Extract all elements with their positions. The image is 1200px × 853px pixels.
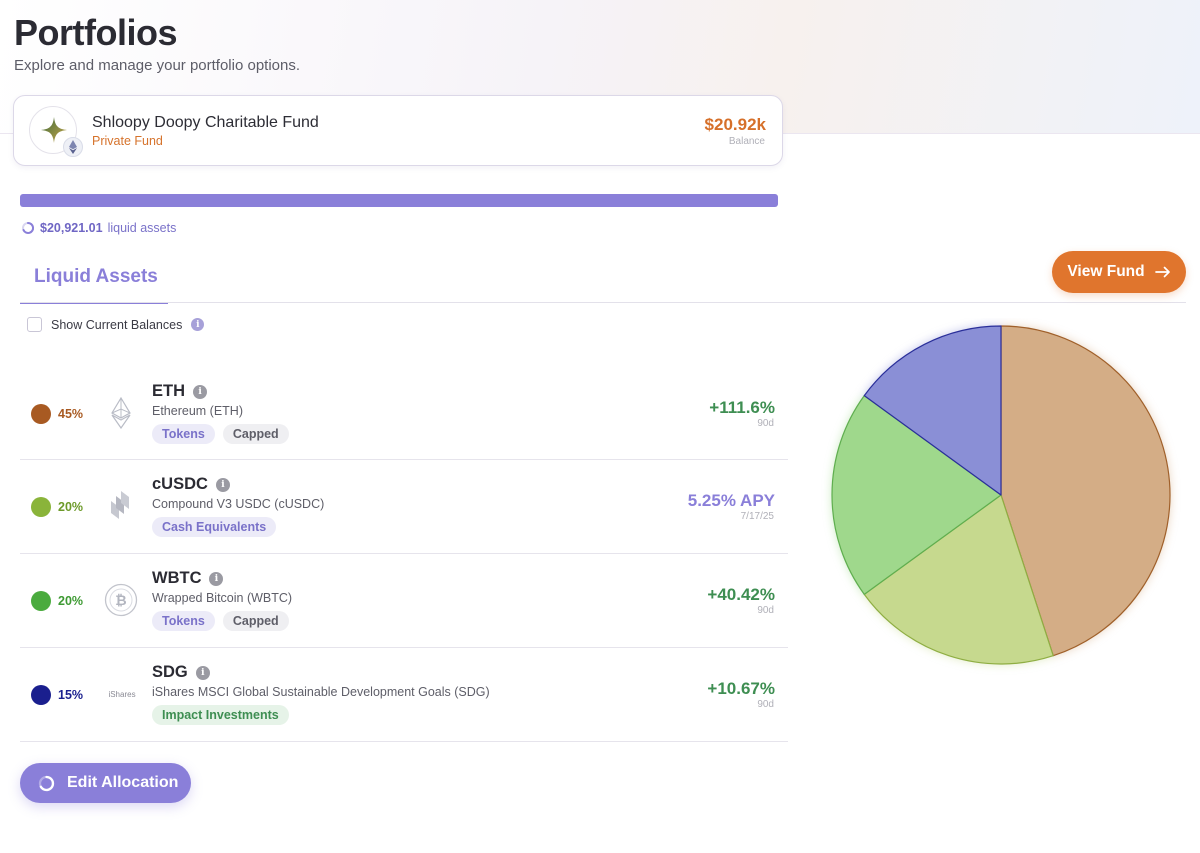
asset-symbol-text: ETH — [152, 382, 185, 400]
asset-performance: +40.42% — [707, 585, 775, 604]
compound-icon — [104, 489, 138, 523]
asset-performance-period: 90d — [757, 699, 774, 710]
allocation-dot — [31, 404, 51, 424]
bitcoin-icon: ₿ — [104, 583, 138, 617]
svg-text:₿: ₿ — [115, 593, 126, 609]
tag-cash-equivalents: Cash Equivalents — [152, 517, 277, 537]
asset-symbol-text: WBTC — [152, 569, 202, 587]
ishares-logo-text: iShares — [108, 689, 136, 699]
asset-symbol-text: SDG — [152, 663, 188, 681]
liquid-suffix: liquid assets — [107, 221, 177, 235]
asset-performance: +10.67% — [707, 679, 775, 698]
asset-row-wbtc[interactable]: 20% ₿ WBTC i Wrapped Bitcoin (WBTC) Toke… — [20, 554, 788, 648]
asset-name: Ethereum (ETH) — [152, 404, 243, 418]
tag-tokens: Tokens — [152, 424, 215, 444]
fund-name: Shloopy Doopy Charitable Fund — [92, 114, 319, 131]
pie-slice-eth[interactable] — [1000, 325, 1171, 657]
ethereum-badge-icon — [63, 137, 83, 157]
show-balances-label: Show Current Balances — [51, 317, 183, 332]
liquid-assets-summary: $20,921.01 liquid assets — [21, 221, 176, 235]
asset-tags: Tokens Capped — [152, 424, 289, 444]
tag-impact-investments: Impact Investments — [152, 705, 289, 725]
asset-name: iShares MSCI Global Sustainable Developm… — [152, 685, 490, 699]
asset-tags: Tokens Capped — [152, 611, 289, 631]
fund-balance: $20.92k — [704, 115, 766, 134]
allocation-percent: 45% — [58, 407, 84, 421]
asset-name: Compound V3 USDC (cUSDC) — [152, 497, 325, 511]
tab-liquid-assets[interactable]: Liquid Assets — [20, 257, 168, 304]
asset-symbol: WBTC i — [152, 569, 224, 588]
asset-tags: Cash Equivalents — [152, 517, 277, 537]
asset-performance-date: 7/17/25 — [740, 511, 774, 522]
asset-tags: Impact Investments — [152, 705, 289, 725]
tag-capped: Capped — [222, 424, 289, 444]
asset-symbol: SDG i — [152, 663, 210, 682]
edit-allocation-button[interactable]: Edit Allocation — [20, 763, 191, 803]
asset-symbol: ETH i — [152, 382, 207, 401]
fund-type: Private Fund — [92, 134, 163, 148]
pie-slice-cusdc[interactable] — [863, 494, 1054, 665]
allocation-dot — [31, 591, 51, 611]
fund-avatar — [29, 106, 83, 157]
asset-name: Wrapped Bitcoin (WBTC) — [152, 591, 293, 605]
allocation-percent: 15% — [58, 688, 84, 702]
allocation-bar — [20, 194, 778, 207]
tag-tokens: Tokens — [152, 611, 215, 631]
asset-row-eth[interactable]: 45% ETH i Ethereum (ETH) Tokens Capped +… — [20, 367, 788, 460]
fund-balance-label: Balance — [728, 136, 765, 147]
allocation-percent: 20% — [58, 594, 84, 608]
allocation-pie-chart — [831, 325, 1171, 665]
info-icon[interactable]: i — [191, 318, 205, 331]
page-title: Portfolios — [14, 12, 178, 53]
asset-symbol: cUSDC i — [152, 475, 230, 494]
arrow-right-icon — [1154, 266, 1170, 278]
asset-performance: 5.25% APY — [687, 491, 775, 510]
tag-capped: Capped — [222, 611, 289, 631]
asset-row-sdg[interactable]: 15% iShares SDG i iShares MSCI Global Su… — [20, 648, 788, 742]
fund-card[interactable]: Shloopy Doopy Charitable Fund Private Fu… — [13, 95, 783, 166]
pie-slice-wbtc[interactable] — [831, 395, 1002, 595]
asset-performance-period: 90d — [757, 418, 774, 429]
sparkle-icon — [41, 117, 67, 143]
ethereum-icon — [104, 396, 138, 430]
show-balances-toggle[interactable]: Show Current Balances i — [27, 317, 205, 332]
liquid-amount: $20,921.01 — [40, 221, 103, 235]
loading-ring-icon — [38, 775, 55, 791]
ishares-logo: iShares — [102, 677, 142, 711]
show-balances-checkbox[interactable] — [27, 317, 42, 332]
edit-allocation-label: Edit Allocation — [67, 774, 179, 791]
allocation-percent: 20% — [58, 500, 84, 514]
view-fund-label: View Fund — [1067, 263, 1145, 280]
asset-performance: +111.6% — [709, 398, 775, 417]
loading-ring-icon — [22, 221, 35, 234]
allocation-dot — [31, 497, 51, 517]
view-fund-button[interactable]: View Fund — [1052, 251, 1186, 293]
pie-slice-sdg[interactable] — [863, 325, 1002, 496]
allocation-dot — [31, 685, 51, 705]
info-icon[interactable]: i — [193, 384, 207, 399]
page-subtitle: Explore and manage your portfolio option… — [14, 57, 301, 74]
asset-symbol-text: cUSDC — [152, 475, 208, 493]
asset-row-cusdc[interactable]: 20% cUSDC i Compound V3 USDC (cUSDC) Cas… — [20, 460, 788, 554]
asset-list: 45% ETH i Ethereum (ETH) Tokens Capped +… — [20, 367, 788, 742]
info-icon[interactable]: i — [209, 571, 224, 586]
info-icon[interactable]: i — [215, 477, 230, 492]
asset-performance-period: 90d — [757, 605, 774, 616]
info-icon[interactable]: i — [195, 665, 210, 680]
tab-divider — [20, 302, 1186, 303]
